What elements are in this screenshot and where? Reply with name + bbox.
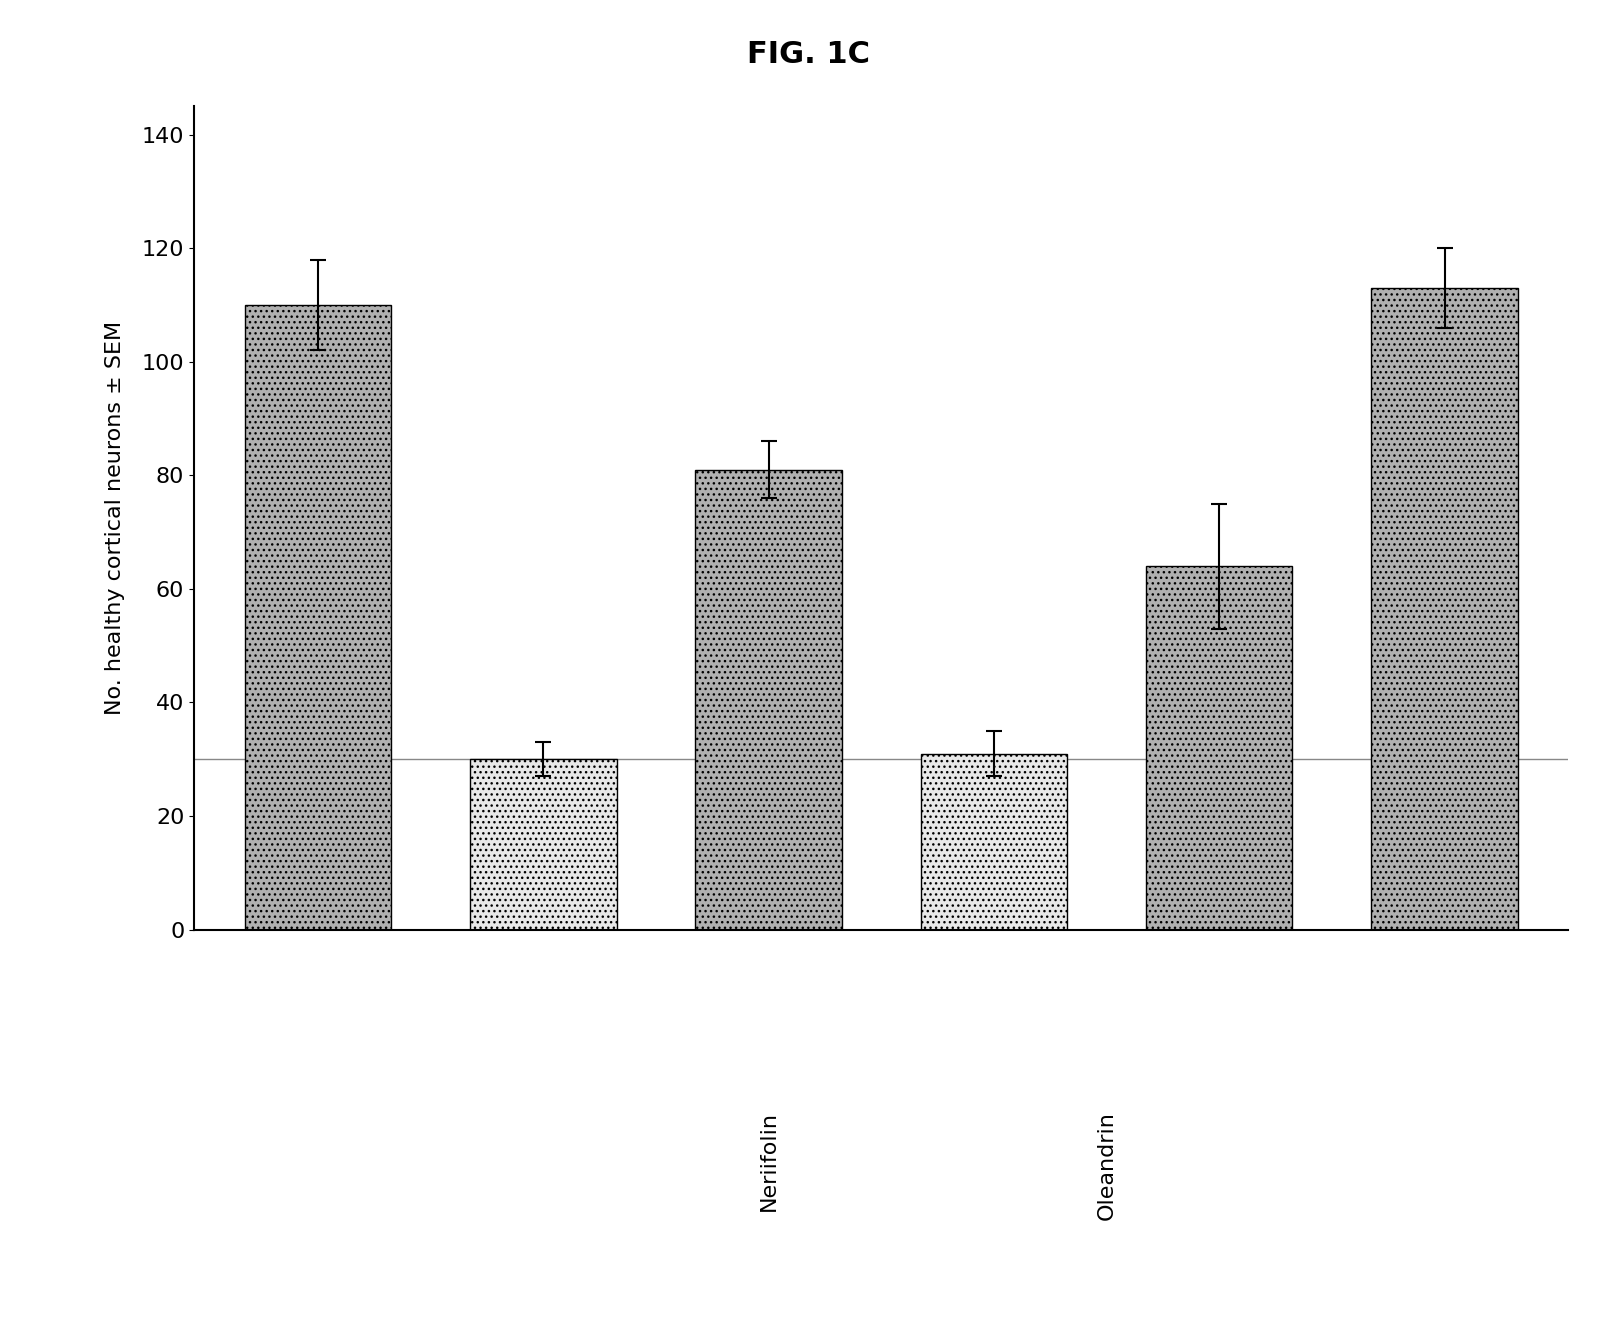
- Bar: [244, 305, 391, 930]
- Bar: [1371, 288, 1518, 930]
- Bar: [920, 753, 1067, 930]
- Bar: [695, 470, 842, 930]
- Y-axis label: No. healthy cortical neurons ± SEM: No. healthy cortical neurons ± SEM: [105, 321, 125, 714]
- Text: FIG. 1C: FIG. 1C: [747, 40, 870, 69]
- Bar: [471, 760, 616, 930]
- Text: Neriifolin: Neriifolin: [758, 1110, 779, 1211]
- Text: Oleandrin: Oleandrin: [1096, 1110, 1117, 1219]
- Bar: [1146, 566, 1292, 930]
